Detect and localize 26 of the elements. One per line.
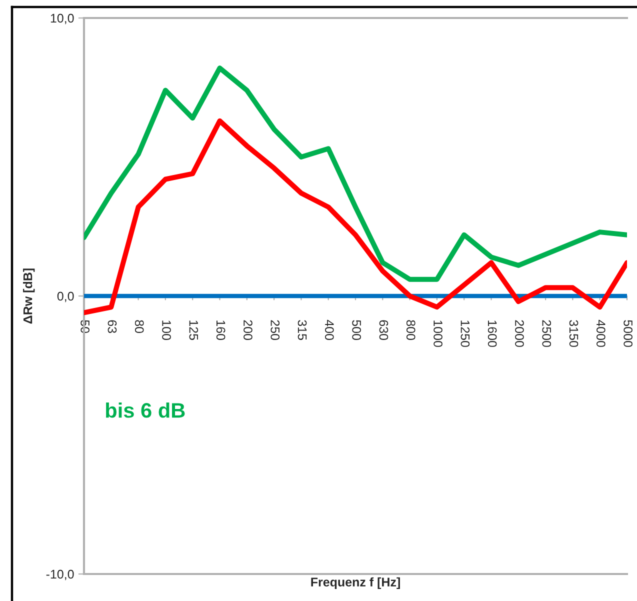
x-tick-label: 125 [189, 320, 198, 340]
x-tick-label: 200 [244, 320, 252, 340]
y-tick-label: 10,0 [50, 14, 74, 24]
x-tick-label: 5000 [624, 320, 632, 347]
x-axis-title: Frequenz f [Hz] [311, 577, 400, 589]
x-tick-label: 100 [162, 320, 171, 340]
x-tick-label: 315 [298, 320, 307, 340]
x-tick-label: 3150 [569, 320, 578, 347]
annotation: bis 6 dB [106, 402, 185, 418]
x-tick-label: 2500 [542, 320, 552, 347]
x-tick-label: 80 [134, 320, 144, 334]
y-axis-title: ΔRw [dB] [23, 268, 35, 324]
x-tick-label: 800 [406, 320, 416, 340]
x-tick-label: 630 [379, 320, 388, 340]
x-tick-label: 4000 [596, 320, 606, 347]
x-tick-label: 63 [108, 320, 117, 333]
x-tick-label: 400 [324, 320, 334, 340]
y-tick-label: -10,0 [46, 570, 74, 580]
y-tick-label: 0,0 [57, 292, 74, 302]
x-tick-label: 250 [270, 320, 280, 340]
x-tick-label: 1600 [488, 320, 497, 347]
x-tick-label: 1000 [434, 320, 442, 347]
x-tick-label: 500 [352, 320, 361, 340]
x-tick-label: 160 [216, 320, 226, 340]
x-tick-label: 2000 [515, 320, 524, 347]
x-tick-label: 1250 [460, 320, 470, 347]
